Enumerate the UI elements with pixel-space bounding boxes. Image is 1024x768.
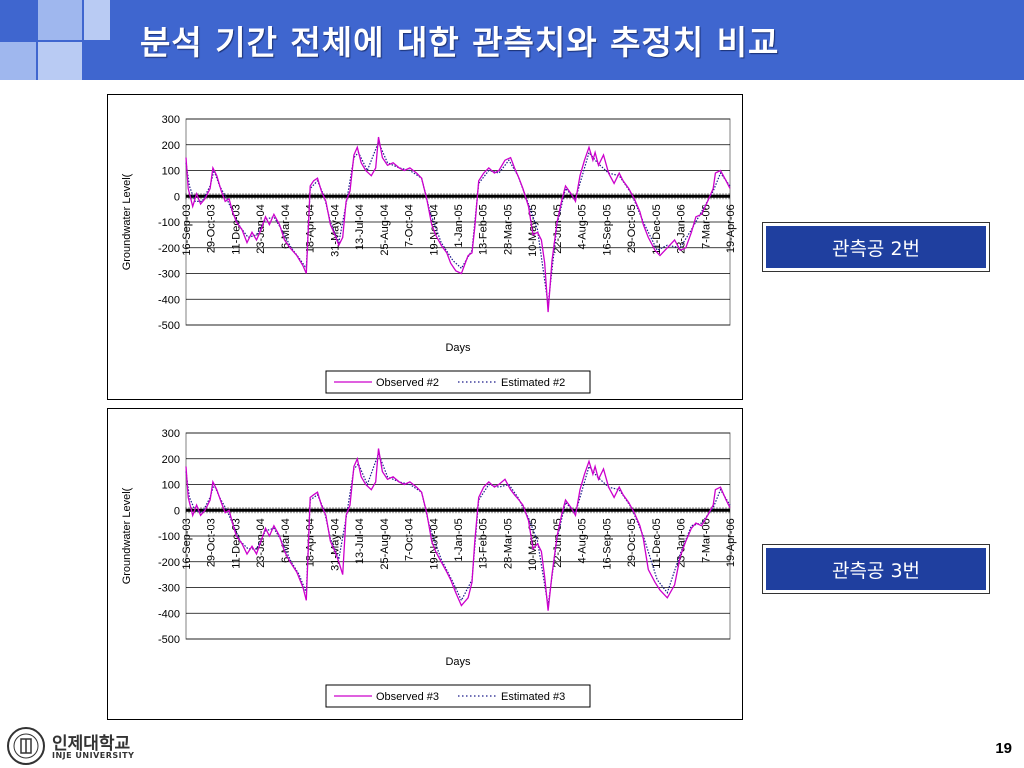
logo-name: 인제대학교: [52, 734, 131, 754]
x-tick-label: 1-Jan-05: [453, 204, 465, 247]
x-tick-label: 1-Jan-05: [453, 518, 465, 561]
x-tick-label: 4-Aug-05: [577, 204, 589, 249]
x-tick-label: 23-Jan-06: [676, 518, 688, 568]
x-tick-label: 19-Apr-06: [725, 204, 737, 253]
decor-square: [38, 42, 82, 80]
chart-panel-bottom: 300 200 100 0 -100 -200 -300 -400 -500 16-Sep-03 2…: [107, 408, 743, 720]
y-tick-label: 300: [162, 114, 180, 126]
callout-well-2-label: 관측공 2번: [766, 226, 986, 268]
x-tick-label: 13-Feb-05: [478, 518, 490, 569]
x-tick-label: 28-Mar-05: [502, 518, 514, 569]
x-tick-label: 16-Sep-03: [181, 518, 193, 569]
callout-well-3-label: 관측공 3번: [766, 548, 986, 590]
x-tick-label: 29-Oct-03: [206, 518, 218, 567]
y-tick-label: 0: [174, 191, 180, 203]
y-tick-label: -400: [158, 608, 180, 620]
x-tick-label: 28-Mar-05: [502, 204, 514, 255]
x-tick-label: 4-Aug-05: [577, 518, 589, 563]
x-tick-label: 11-Dec-03: [230, 204, 242, 255]
x-tick-label: 6-Mar-04: [280, 518, 292, 563]
x-tick-label: 7-Oct-04: [404, 518, 416, 561]
y-tick-label: -300: [158, 269, 180, 281]
callout-well-2: 관측공 2번: [762, 222, 990, 272]
groundwater-chart-observation-well-2: 300 200 100 0 -100 -200 -300 -400 -500 16-Sep-03 2…: [121, 114, 737, 394]
x-tick-label: 13-Jul-04: [354, 518, 366, 564]
legend-label-observed: Observed #2: [376, 377, 439, 389]
y-tick-label: -200: [158, 557, 180, 569]
chart-panel-top: 300 200 100 0 -100 -200 -300 -400 -500 16-Sep-03 2…: [107, 94, 743, 400]
title-bar: 분석 기간 전체에 대한 관측치와 추정치 비교: [0, 0, 1024, 80]
x-tick-label: 23-Jan-04: [255, 518, 267, 568]
logo-subtitle: INJE UNIVERSITY: [52, 751, 135, 760]
x-axis-title: Days: [445, 656, 471, 668]
groundwater-chart-observation-well-3: 300 200 100 0 -100 -200 -300 -400 -500 16-Sep-03 2…: [121, 428, 737, 708]
y-tick-label: -100: [158, 531, 180, 543]
x-tick-label: 7-Mar-06: [700, 518, 712, 563]
legend-label-observed: Observed #3: [376, 691, 439, 703]
x-tick-label: 6-Mar-04: [280, 204, 292, 249]
x-tick-label: 29-Oct-03: [206, 204, 218, 253]
x-tick-label: 16-Sep-05: [601, 204, 613, 255]
x-tick-label: 19-Apr-06: [725, 518, 737, 567]
callout-well-3: 관측공 3번: [762, 544, 990, 594]
y-tick-label: 200: [162, 140, 180, 152]
x-tick-label: 25-Aug-04: [379, 518, 391, 569]
x-tick-label: 18-Apr-04: [305, 518, 317, 567]
x-tick-label: 16-Sep-05: [601, 518, 613, 569]
x-tick-label: 7-Mar-06: [700, 204, 712, 249]
observed-series-line: [185, 136, 731, 313]
y-tick-label: -500: [158, 320, 180, 332]
y-tick-label: -100: [158, 217, 180, 229]
university-seal-icon: [7, 727, 45, 765]
x-tick-label: 11-Dec-05: [651, 204, 663, 255]
y-tick-label: 300: [162, 428, 180, 440]
x-tick-label: 11-Dec-05: [651, 518, 663, 569]
y-tick-label: 0: [174, 505, 180, 517]
x-tick-label: 29-Oct-05: [626, 204, 638, 253]
y-axis-title: Groundwater Level(: [121, 487, 133, 584]
decor-square: [0, 42, 36, 80]
y-axis-title: Groundwater Level(: [121, 173, 133, 270]
y-tick-label: 100: [162, 480, 180, 492]
x-tick-label: 19-Nov-04: [428, 518, 440, 569]
y-tick-label: 200: [162, 454, 180, 466]
legend-label-estimated: Estimated #2: [501, 377, 565, 389]
slide-title: 분석 기간 전체에 대한 관측치와 추정치 비교: [140, 23, 780, 62]
university-logo: 인제대학교 INJE UNIVERSITY: [6, 726, 146, 765]
x-tick-label: 11-Dec-03: [230, 518, 242, 569]
y-tick-label: 100: [162, 166, 180, 178]
x-tick-label: 25-Aug-04: [379, 204, 391, 255]
y-tick-label: -300: [158, 583, 180, 595]
page-number: 19: [995, 740, 1012, 757]
x-tick-label: 31-May-04: [329, 204, 341, 257]
legend-label-estimated: Estimated #3: [501, 691, 565, 703]
decor-square: [84, 0, 110, 40]
x-tick-label: 29-Oct-05: [626, 518, 638, 567]
x-axis-title: Days: [445, 342, 471, 354]
x-tick-label: 13-Feb-05: [478, 204, 490, 255]
observed-series-line: [185, 448, 731, 611]
x-tick-label: 16-Sep-03: [181, 204, 193, 255]
decor-square: [38, 0, 82, 40]
x-tick-label: 13-Jul-04: [354, 204, 366, 250]
y-tick-label: -400: [158, 294, 180, 306]
y-tick-label: -500: [158, 634, 180, 646]
x-tick-label: 7-Oct-04: [404, 204, 416, 247]
y-tick-label: -200: [158, 243, 180, 255]
x-tick-label: 18-Apr-04: [305, 204, 317, 253]
